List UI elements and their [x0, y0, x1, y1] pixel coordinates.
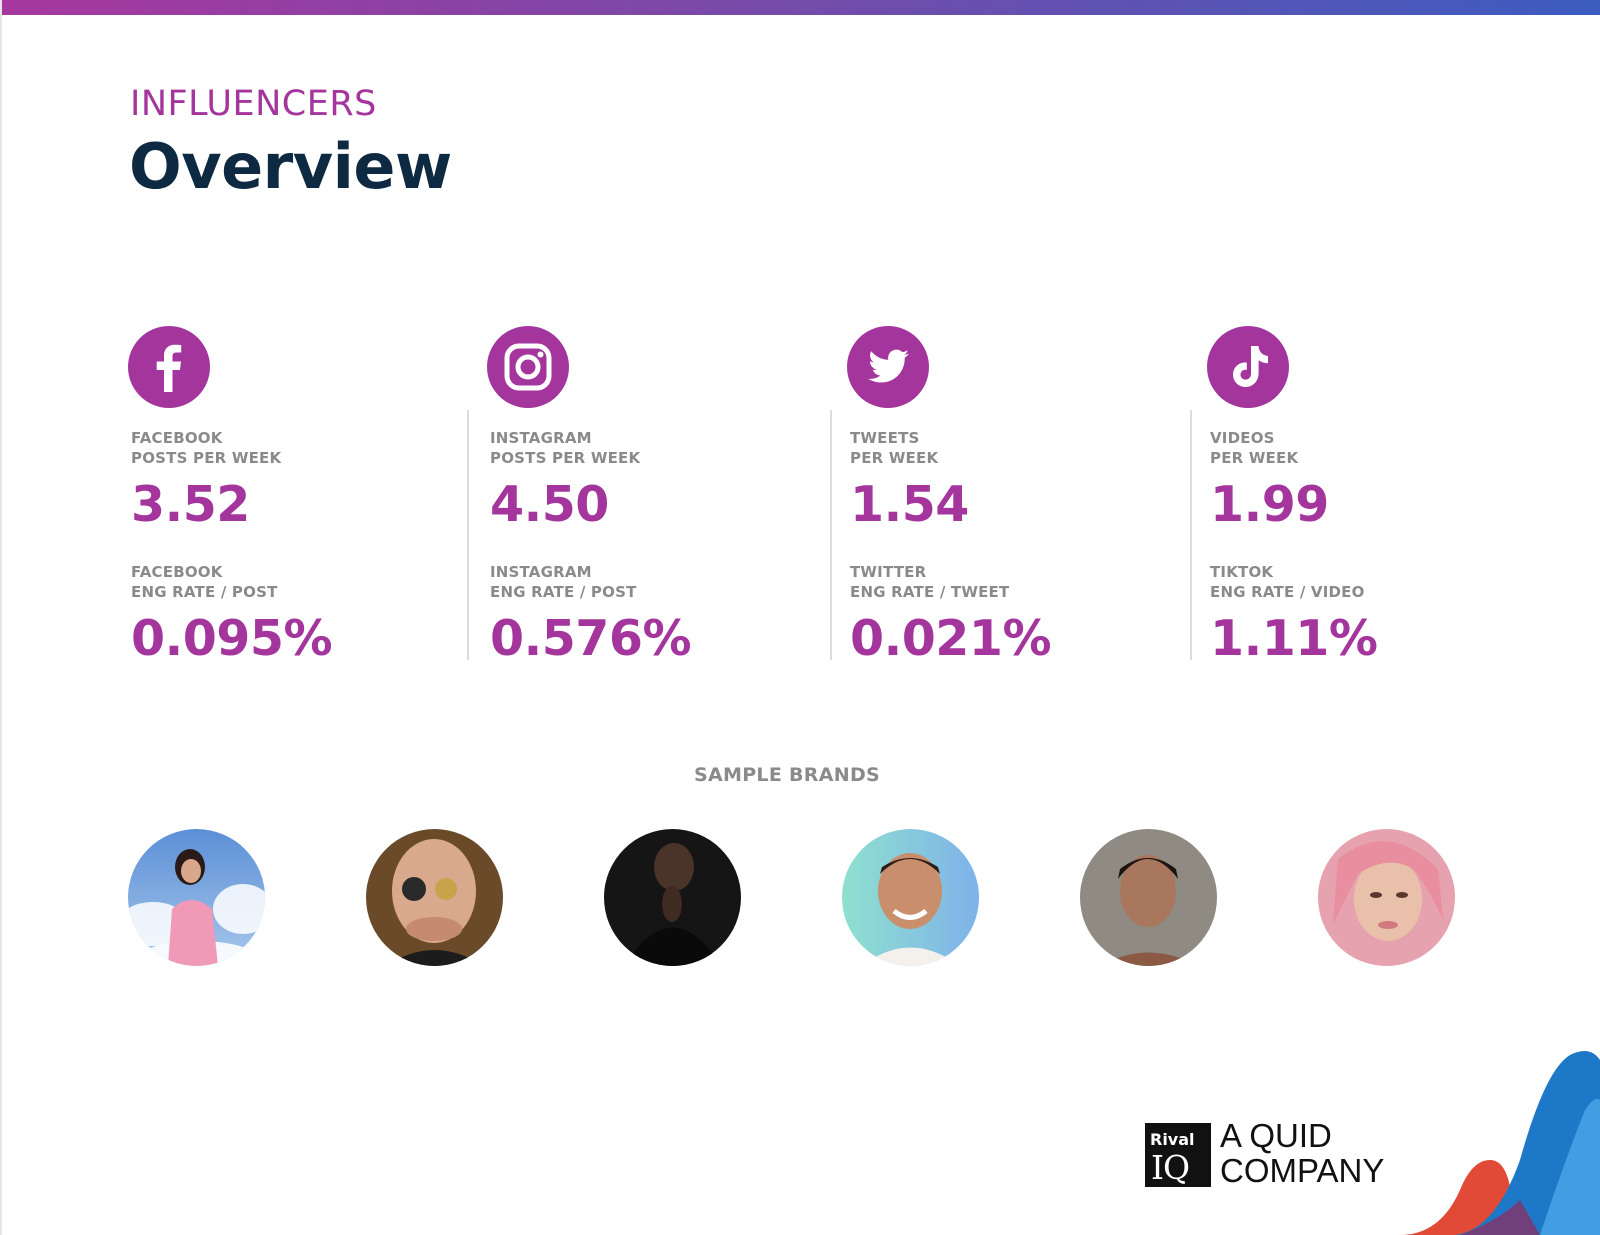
metric-value-engagement: 0.576%	[490, 610, 692, 667]
metric-value-posts: 4.50	[490, 476, 609, 533]
metric-label-posts: TWEETS PER WEEK	[850, 429, 939, 467]
rival-iq-logo: Rival IQ	[1145, 1123, 1211, 1187]
brand-avatar	[128, 829, 265, 966]
quid-company-tagline: A QUID COMPANY	[1220, 1117, 1385, 1189]
metric-label-engagement: INSTAGRAM ENG RATE / POST	[490, 563, 637, 601]
metric-value-engagement: 0.095%	[131, 610, 333, 667]
metric-label-engagement: TWITTER ENG RATE / TWEET	[850, 563, 1010, 601]
brand-avatar	[1080, 829, 1217, 966]
twitter-metrics: TWEETS PER WEEK 1.54 TWITTER ENG RATE / TW…	[847, 326, 1190, 667]
instagram-metrics: INSTAGRAM POSTS PER WEEK 4.50 INSTAGRAM EN…	[487, 326, 830, 667]
metric-label-engagement: TIKTOK ENG RATE / VIDEO	[1210, 563, 1365, 601]
metric-label-posts: INSTAGRAM POSTS PER WEEK	[490, 429, 641, 467]
tiktok-icon	[1207, 326, 1289, 408]
column-divider	[830, 410, 832, 660]
metric-label-posts: VIDEOS PER WEEK	[1210, 429, 1299, 467]
facebook-metrics: FACEBOOK POSTS PER WEEK 3.52 FACEBOOK ENG …	[128, 326, 471, 667]
decorative-waves	[1400, 1051, 1600, 1235]
tiktok-metrics: VIDEOS PER WEEK 1.99 TIKTOK ENG RATE / VID…	[1207, 326, 1550, 667]
column-divider	[1190, 410, 1192, 660]
twitter-icon	[847, 326, 929, 408]
metric-value-engagement: 0.021%	[850, 610, 1052, 667]
instagram-icon	[487, 326, 569, 408]
top-gradient-bar	[2, 0, 1600, 15]
brand-avatar	[366, 829, 503, 966]
facebook-icon	[128, 326, 210, 408]
brand-avatar	[604, 829, 741, 966]
metric-value-posts: 3.52	[131, 476, 250, 533]
brand-avatar	[842, 829, 979, 966]
metric-value-posts: 1.99	[1210, 476, 1329, 533]
page-title: Overview	[129, 130, 452, 203]
column-divider	[467, 410, 469, 660]
brand-avatar	[1318, 829, 1455, 966]
sample-brands-heading: SAMPLE BRANDS	[694, 764, 880, 786]
section-eyebrow: INFLUENCERS	[130, 84, 377, 124]
metric-value-engagement: 1.11%	[1210, 610, 1378, 667]
metric-value-posts: 1.54	[850, 476, 969, 533]
metric-label-posts: FACEBOOK POSTS PER WEEK	[131, 429, 282, 467]
metric-label-engagement: FACEBOOK ENG RATE / POST	[131, 563, 278, 601]
